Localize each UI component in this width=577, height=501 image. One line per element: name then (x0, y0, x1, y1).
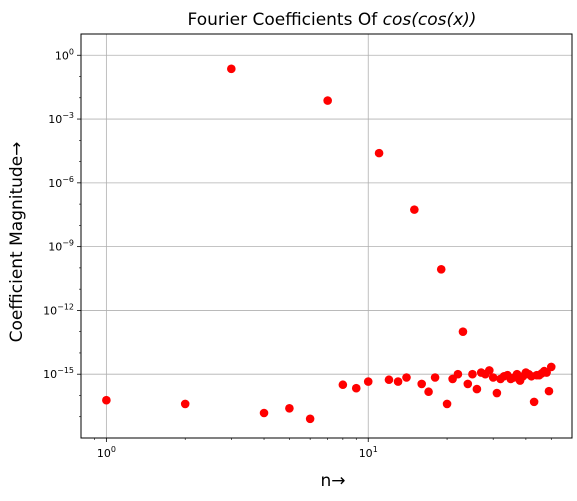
data-point (285, 403, 294, 413)
data-point (468, 369, 477, 379)
data-point (546, 362, 556, 372)
data-point (305, 414, 315, 424)
data-point (463, 379, 473, 389)
plot-area-frame (80, 33, 573, 439)
data-point (436, 264, 446, 274)
y-tick-label-base: 10 (55, 49, 69, 62)
data-points (102, 64, 556, 424)
data-point (410, 205, 419, 214)
chart-title-text: Fourier Coefficients Of (188, 10, 383, 30)
x-axis-label: n→ (320, 471, 345, 491)
data-point (488, 373, 498, 382)
y-tick-label-exponent: 0 (69, 47, 74, 56)
data-point (485, 366, 494, 375)
data-point (323, 96, 332, 105)
x-tick-label: 101 (359, 445, 378, 460)
data-point (472, 384, 482, 394)
data-point (442, 399, 452, 409)
axis-ticks (77, 54, 552, 442)
data-point (544, 386, 554, 396)
x-tick-label-exponent: 0 (111, 445, 116, 454)
data-point (259, 408, 269, 418)
data-point (492, 388, 502, 398)
y-tick-label-base: 10 (48, 113, 62, 126)
data-point (102, 395, 111, 405)
data-point (338, 380, 348, 390)
chart-title-math: cos(cos(x)) (383, 10, 477, 30)
y-tick-label-exponent: −15 (57, 366, 74, 375)
y-tick-label-exponent: −12 (57, 302, 74, 311)
y-tick-label-base: 10 (43, 368, 57, 381)
y-tick-label: 10−3 (48, 111, 74, 126)
x-tick-label-exponent: 1 (373, 445, 378, 454)
data-point (402, 373, 411, 382)
y-tick-label-exponent: −3 (62, 111, 74, 120)
x-tick-label-base: 10 (359, 447, 373, 460)
data-point (227, 64, 236, 74)
data-point (180, 399, 190, 409)
y-tick-label: 100 (55, 47, 74, 62)
data-point (424, 387, 433, 397)
y-tick-label-base: 10 (48, 177, 62, 190)
data-point (529, 397, 539, 407)
y-axis-label: Coefficient Magnitude→ (7, 142, 27, 343)
data-point (417, 379, 426, 389)
y-tick-label-base: 10 (43, 304, 57, 317)
data-point (430, 373, 440, 382)
y-tick-label: 10−15 (43, 366, 74, 381)
y-tick-label: 10−9 (48, 239, 74, 254)
y-tick-label-exponent: −9 (62, 239, 74, 248)
data-point (458, 327, 468, 336)
data-point (374, 148, 384, 158)
data-point (351, 383, 361, 393)
data-point (384, 375, 394, 385)
y-tick-label-exponent: −6 (62, 175, 74, 184)
data-point (453, 369, 463, 379)
chart-title: Fourier Coefficients Of cos(cos(x)) (188, 10, 477, 30)
grid-lines (81, 34, 572, 438)
y-tick-label: 10−12 (43, 302, 74, 317)
data-point (393, 377, 403, 386)
data-point (363, 377, 373, 386)
x-tick-label-base: 10 (97, 447, 111, 460)
y-tick-label: 10−6 (48, 175, 74, 190)
x-tick-label: 100 (97, 445, 116, 460)
y-tick-label-base: 10 (48, 241, 62, 254)
